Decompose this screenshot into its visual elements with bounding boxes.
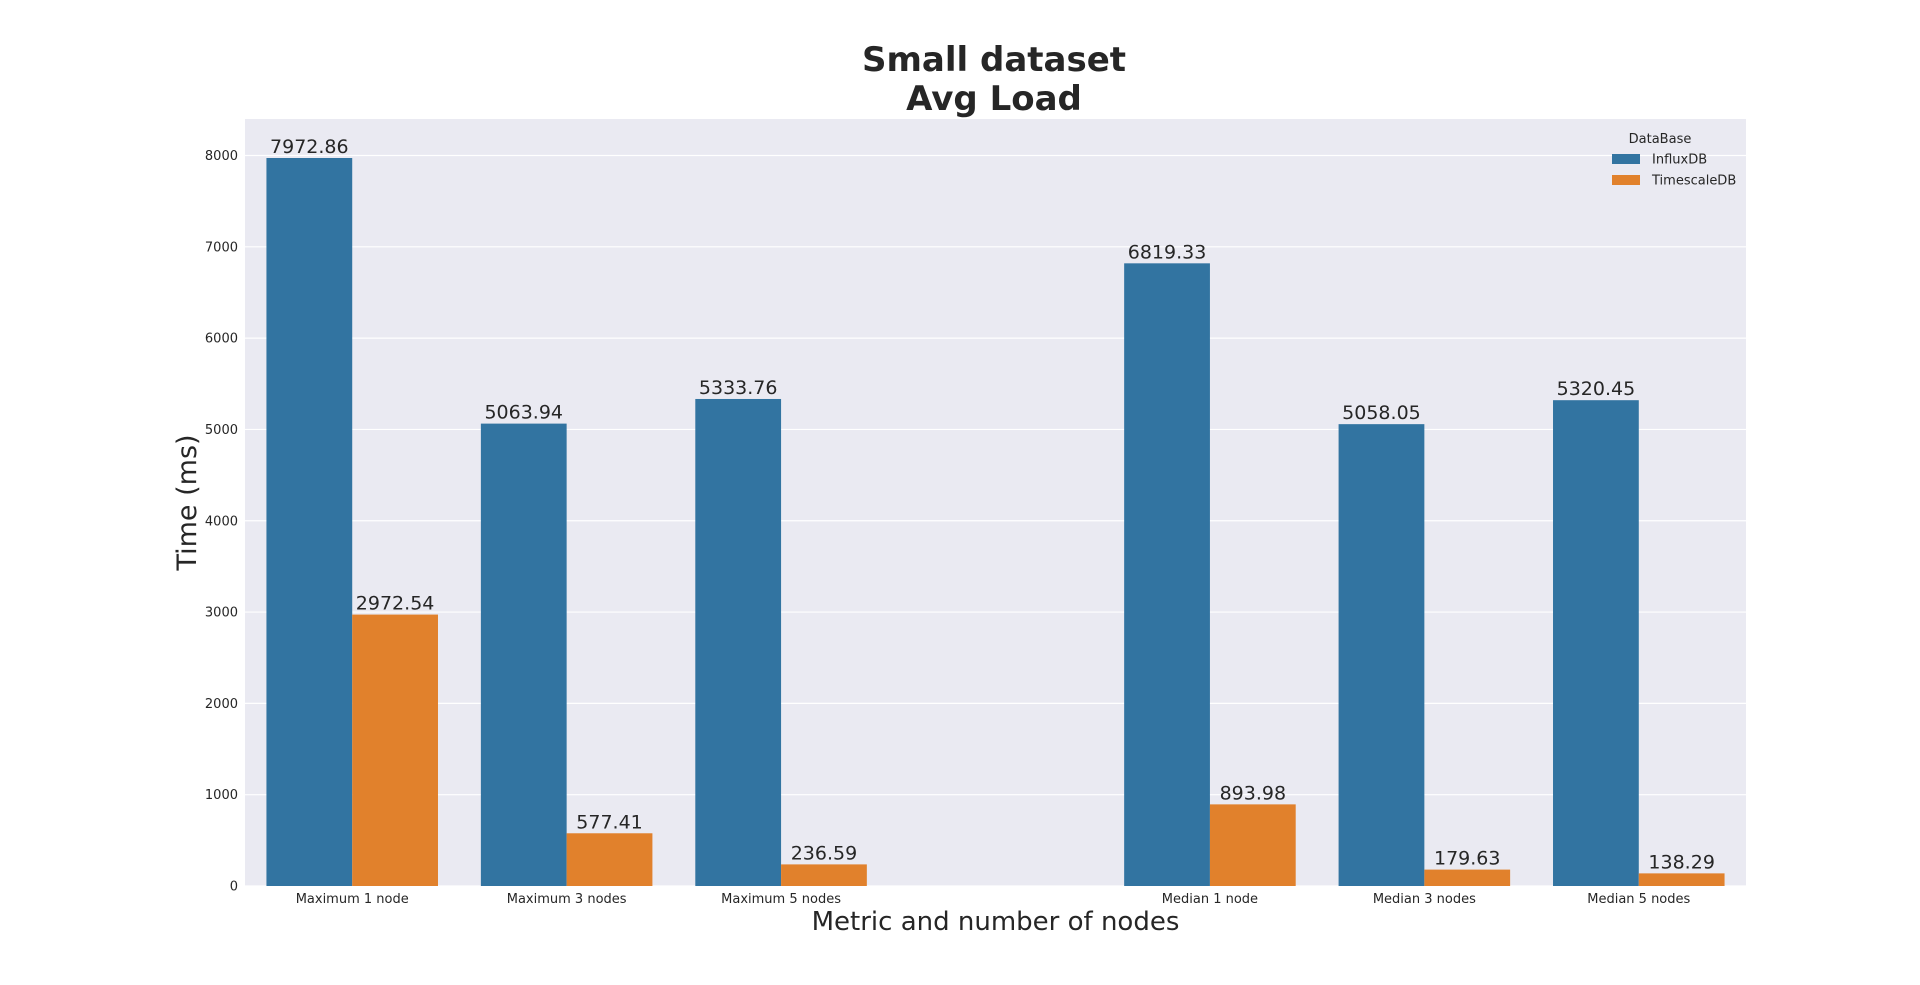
bar-timescaledb xyxy=(1424,869,1511,886)
x-tick-label: Maximum 3 nodes xyxy=(507,892,627,907)
chart-title-line-1: Small dataset xyxy=(861,40,1127,80)
x-tick-label: Median 3 nodes xyxy=(1373,892,1476,907)
bar-influxdb xyxy=(1338,424,1425,886)
data-label: 6819.33 xyxy=(1128,241,1207,263)
bar-timescaledb xyxy=(1638,873,1725,886)
y-tick-label: 8000 xyxy=(205,149,238,164)
y-axis-label: Time (ms) xyxy=(172,434,203,571)
data-label: 5063.94 xyxy=(484,402,563,424)
legend-title: DataBase xyxy=(1629,132,1692,147)
data-label: 2972.54 xyxy=(356,593,435,615)
y-tick-label: 2000 xyxy=(205,697,238,712)
x-tick-label: Median 5 nodes xyxy=(1587,892,1690,907)
data-label: 577.41 xyxy=(576,811,642,833)
x-tick-label: Maximum 5 nodes xyxy=(721,892,841,907)
x-tick-label: Maximum 1 node xyxy=(296,892,409,907)
plot-area xyxy=(245,119,1746,886)
x-axis-label: Metric and number of nodes xyxy=(812,907,1180,937)
legend-swatch-timescaledb xyxy=(1612,175,1640,185)
x-tick-label: Median 1 node xyxy=(1162,892,1258,907)
bar-influxdb xyxy=(266,158,353,886)
legend-label-influxdb: InfluxDB xyxy=(1652,153,1707,168)
bar-timescaledb xyxy=(1209,804,1296,886)
bar-timescaledb xyxy=(352,614,438,886)
y-tick-label: 1000 xyxy=(205,788,238,803)
y-tick-label: 6000 xyxy=(205,332,238,347)
y-tick-label: 4000 xyxy=(205,514,238,529)
data-label: 893.98 xyxy=(1220,782,1286,804)
y-tick-label: 7000 xyxy=(205,240,238,255)
bar-influxdb xyxy=(480,423,567,886)
data-label: 138.29 xyxy=(1648,851,1714,873)
bar-influxdb xyxy=(1124,263,1210,887)
data-label: 5333.76 xyxy=(699,377,778,399)
legend-swatch-influxdb xyxy=(1612,154,1640,164)
y-tick-label: 3000 xyxy=(205,606,238,621)
bar-timescaledb xyxy=(781,864,867,886)
y-tick-label: 0 xyxy=(230,880,238,895)
bar-influxdb xyxy=(1553,400,1639,886)
bar-timescaledb xyxy=(566,833,653,886)
data-label: 236.59 xyxy=(791,842,857,864)
bar-influxdb xyxy=(695,398,782,886)
y-tick-label: 5000 xyxy=(205,423,238,438)
chart-title-line-2: Avg Load xyxy=(906,79,1082,119)
data-label: 7972.86 xyxy=(270,136,349,158)
data-label: 179.63 xyxy=(1434,848,1500,870)
data-label: 5320.45 xyxy=(1557,378,1636,400)
legend-label-timescaledb: TimescaleDB xyxy=(1651,174,1736,189)
data-label: 5058.05 xyxy=(1342,402,1421,424)
